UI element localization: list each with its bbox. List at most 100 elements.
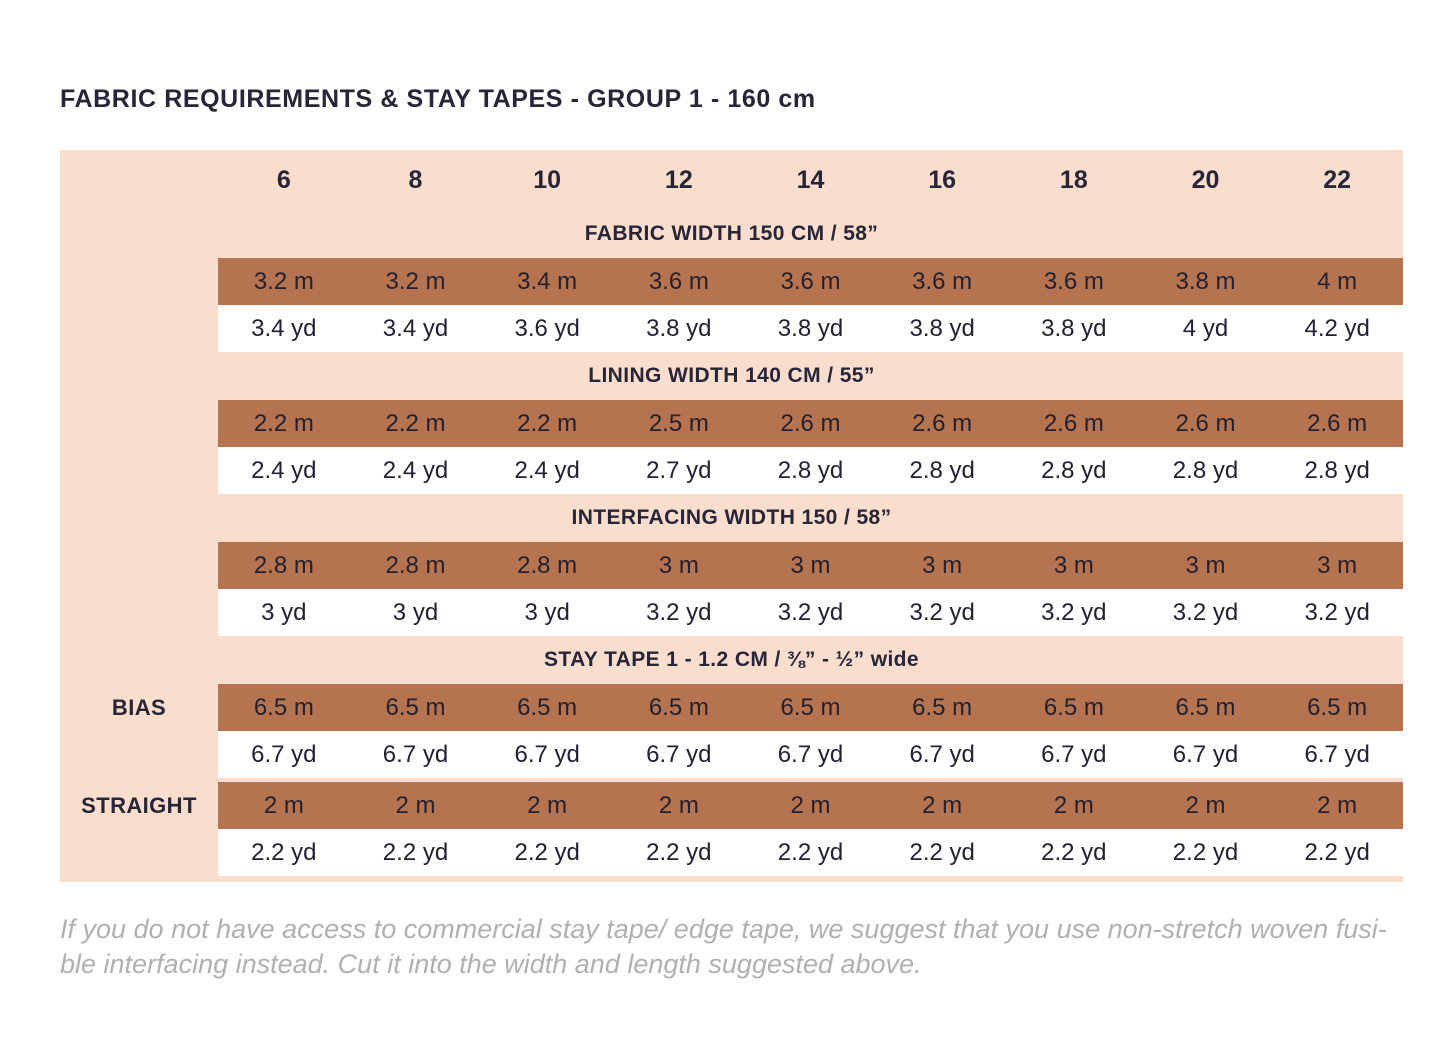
value-cell: 2.6 m [912,409,973,437]
value-cell: 2.2 yd [1304,838,1370,866]
value-cell: 2.2 yd [777,838,844,866]
value-cell: 2.2 yd [1041,838,1107,866]
row-label [60,731,218,778]
value-cell: 2 m [263,791,304,819]
row-label [60,400,218,447]
value-cell: 2.7 yd [646,456,712,484]
table-row: 3.4 yd 3.4 yd 3.6 yd 3.8 yd 3.8 yd 3.8 yd 3.8 … [60,305,1403,352]
value-cell: 2 m [1053,791,1094,819]
value-cell: 3.2 yd [1172,598,1239,626]
value-cell: 3.4 yd [251,314,317,342]
row-label-straight: STRAIGHT [81,792,197,818]
row-cells-brown: 2.2 m 2.2 m 2.2 m 2.5 m 2.6 m 2.6 m 2.6 m 2.6 m… [218,400,1403,447]
value-cell: 2 m [527,791,568,819]
value-cell: 3 yd [524,598,570,626]
value-cell: 2.6 m [1175,409,1236,437]
value-cell: 3 m [658,551,699,579]
value-cell: 3.6 m [780,267,841,295]
value-cell: 6.5 m [1175,693,1236,721]
row-label [60,447,218,494]
value-cell: 2.2 yd [514,838,580,866]
value-cell: 2.4 yd [382,456,449,484]
value-cell: 3 yd [392,598,439,626]
value-cell: 6.5 m [1043,693,1104,721]
value-cell: 2 m [790,791,831,819]
table-row: 2.4 yd 2.4 yd 2.4 yd 2.7 yd 2.8 yd 2.8 yd 2.8 … [60,447,1403,494]
size-column-header-14: 14 [796,165,825,194]
row-cells-white: 6.7 yd 6.7 yd 6.7 yd 6.7 yd 6.7 yd 6.7 yd 6.7 … [218,731,1403,778]
section-header: INTERFACING WIDTH 150 / 58” [571,506,892,529]
fabric-requirements-table: 6 8 10 12 14 16 18 20 22 FABRIC WIDTH 150 CM / 5… [60,150,1403,882]
section-header: STAY TAPE 1 - 1.2 CM / ⅜” - ½” wide [544,648,919,671]
value-cell: 2.6 m [780,409,841,437]
row-label [60,258,218,305]
value-cell: 6.7 yd [1172,740,1239,768]
value-cell: 3.2 m [385,267,446,295]
value-cell: 6.5 m [780,693,841,721]
value-cell: 3.2 m [253,267,314,295]
value-cell: 2.2 yd [646,838,712,866]
row-cells-brown: 2 m 2 m 2 m 2 m 2 m 2 m 2 m 2 m 2 m [218,782,1403,829]
value-cell: 6.7 yd [1041,740,1107,768]
value-cell: 6.7 yd [514,740,580,768]
value-cell: 6.7 yd [382,740,449,768]
value-cell: 3.4 m [517,267,578,295]
value-cell: 3.6 m [648,267,709,295]
value-cell: 2.8 m [517,551,578,579]
table-row: 3.2 m 3.2 m 3.4 m 3.6 m 3.6 m 3.6 m 3.6 m 3.8 m… [60,258,1403,305]
value-cell: 3.2 yd [909,598,975,626]
table-sections: FABRIC WIDTH 150 CM / 58” 3.2 m 3.2 m 3.4 m… [60,210,1403,876]
value-cell: 6.7 yd [1304,740,1370,768]
value-cell: 2.6 m [1043,409,1104,437]
value-cell: 2.2 yd [1172,838,1239,866]
page-title: FABRIC REQUIREMENTS & STAY TAPES - GROUP… [60,85,816,113]
value-cell: 6.7 yd [646,740,712,768]
table-row: 2.2 m 2.2 m 2.2 m 2.5 m 2.6 m 2.6 m 2.6 m 2.6 m… [60,400,1403,447]
row-cells-white: 3.4 yd 3.4 yd 3.6 yd 3.8 yd 3.8 yd 3.8 yd 3.8 … [218,305,1403,352]
size-header-row: 6 8 10 12 14 16 18 20 22 [218,150,1403,210]
footnote-line-2: ble interfacing instead. Cut it into the… [60,949,922,979]
table-row: 3 yd 3 yd 3 yd 3.2 yd 3.2 yd 3.2 yd 3.2 yd 3.2 … [60,589,1403,636]
section-header: LINING WIDTH 140 CM / 55” [588,364,875,387]
row-cells-white: 2.2 yd 2.2 yd 2.2 yd 2.2 yd 2.2 yd 2.2 yd 2.2 … [218,829,1403,876]
row-label [60,589,218,636]
row-label [60,305,218,352]
value-cell: 6.5 m [385,693,446,721]
size-column-header-6: 6 [276,165,291,194]
value-cell: 2.2 m [253,409,314,437]
value-cell: 2.2 m [385,409,446,437]
row-label [60,829,218,876]
value-cell: 2.2 m [517,409,578,437]
value-cell: 3 yd [261,598,307,626]
value-cell: 6.5 m [648,693,709,721]
value-cell: 6.5 m [1307,693,1368,721]
value-cell: 4 yd [1182,314,1229,342]
value-cell: 4 m [1317,267,1358,295]
value-cell: 2.8 yd [1304,456,1370,484]
value-cell: 4.2 yd [1304,314,1370,342]
value-cell: 3.8 m [1175,267,1236,295]
value-cell: 3.2 yd [1041,598,1107,626]
row-label-bias: BIAS [111,694,167,720]
value-cell: 2 m [1185,791,1226,819]
value-cell: 3.4 yd [382,314,449,342]
size-column-header-16: 16 [928,165,957,194]
value-cell: 6.7 yd [251,740,317,768]
value-cell: 3.8 yd [1041,314,1107,342]
value-cell: 2.8 m [385,551,446,579]
value-cell: 2.5 m [648,409,709,437]
size-column-header-20: 20 [1191,165,1220,194]
value-cell: 2 m [658,791,699,819]
value-cell: 6.7 yd [777,740,844,768]
value-cell: 2.6 m [1307,409,1368,437]
value-cell: 2.8 yd [1041,456,1107,484]
value-cell: 2.4 yd [514,456,580,484]
value-cell: 6.5 m [517,693,578,721]
value-cell: 3 m [922,551,963,579]
value-cell: 2.8 yd [909,456,975,484]
footnote: If you do not have access to commercial … [60,912,1405,982]
value-cell: 2.8 m [253,551,314,579]
value-cell: 3.8 yd [777,314,844,342]
table-row: 2.2 yd 2.2 yd 2.2 yd 2.2 yd 2.2 yd 2.2 yd 2.2 … [60,829,1403,876]
